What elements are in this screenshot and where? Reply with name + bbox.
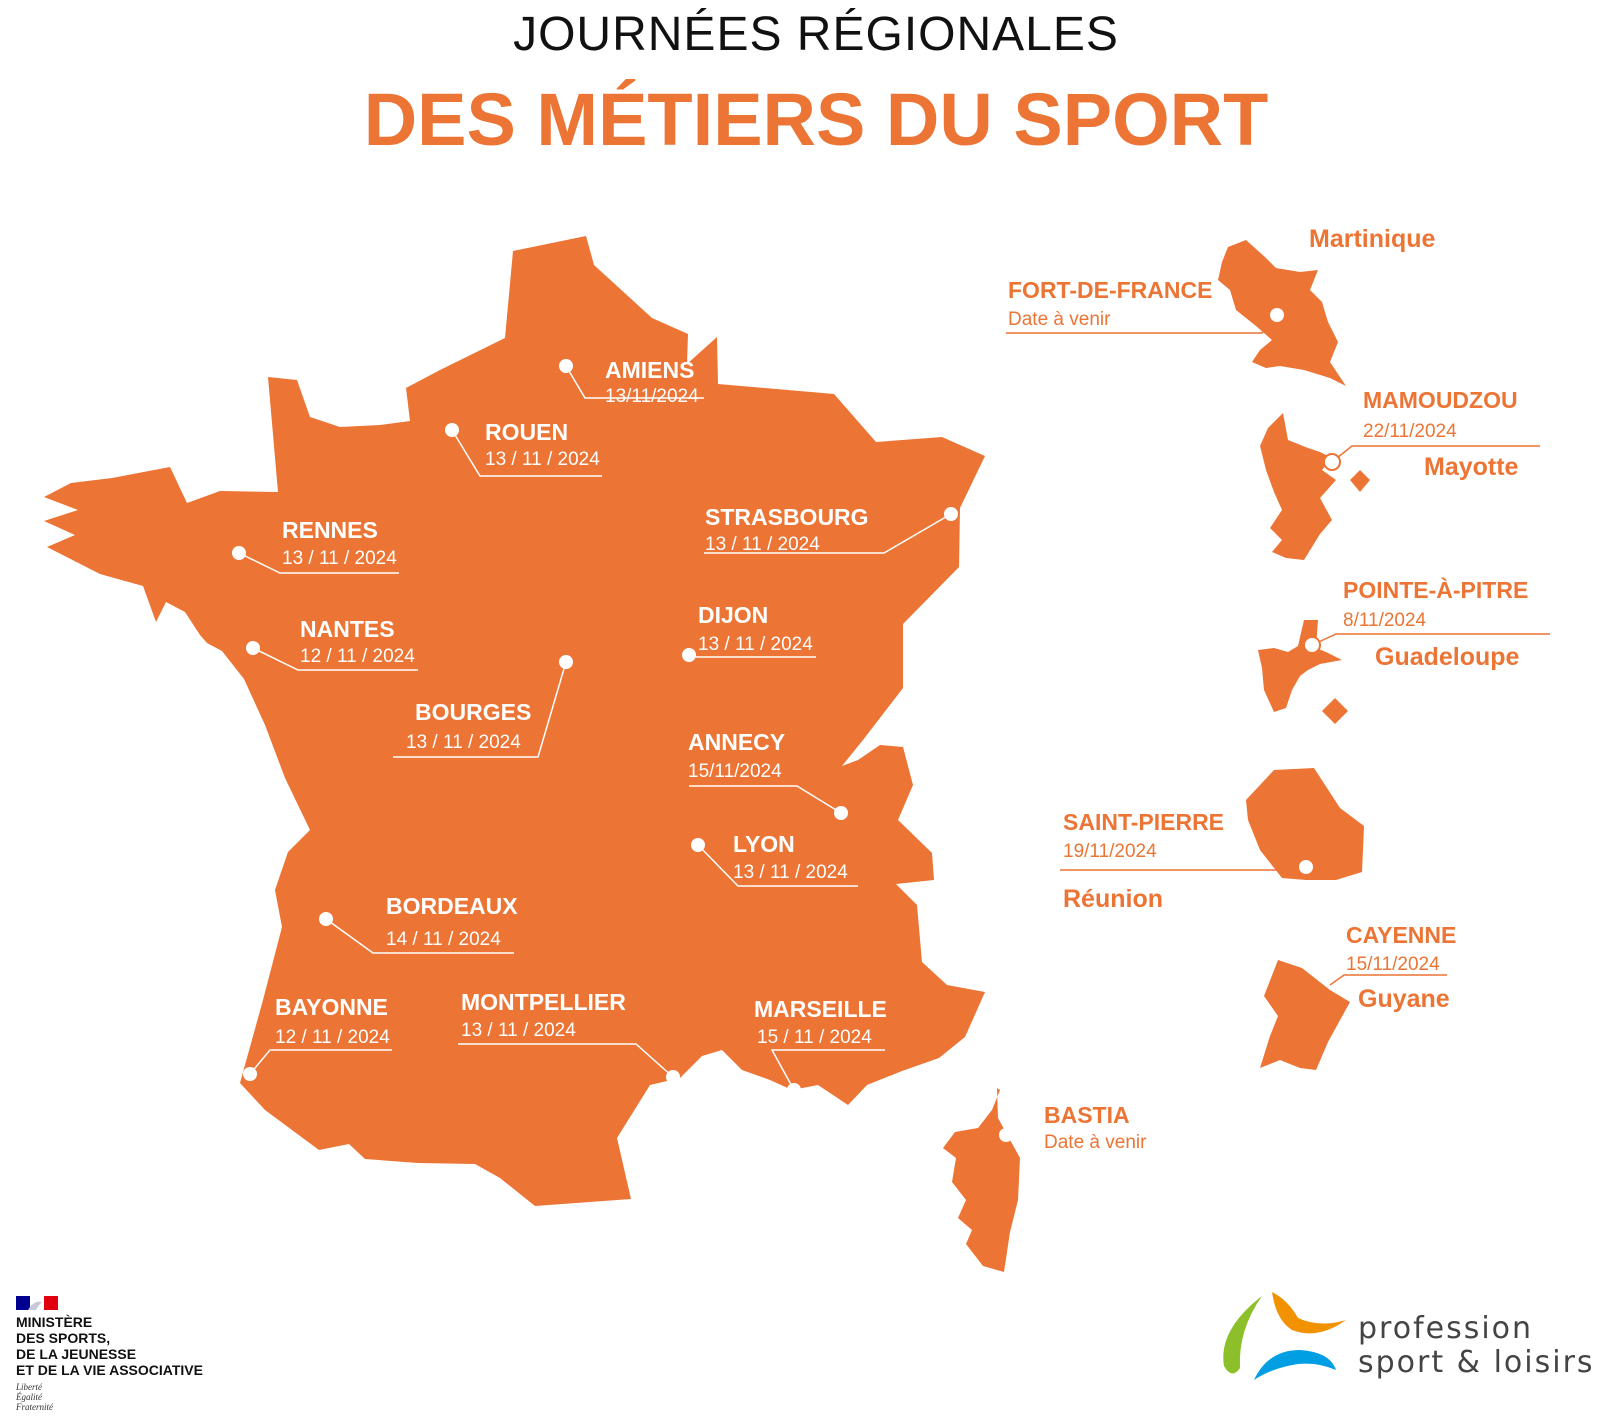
ministry-line-1: MINISTÈRE <box>16 1314 92 1330</box>
title-line1: JOURNÉES RÉGIONALES <box>513 8 1119 61</box>
date-saint-pierre: 19/11/2024 <box>1063 841 1157 862</box>
date-bourges: 13 / 11 / 2024 <box>406 732 521 753</box>
city-saint-pierre: SAINT-PIERRE <box>1063 809 1224 835</box>
date-fort-de-france: Date à venir <box>1008 309 1111 330</box>
city-fort-de-france: FORT-DE-FRANCE <box>1008 277 1212 303</box>
city-lyon: LYON <box>733 831 795 857</box>
ministry-line-2: DES SPORTS, <box>16 1330 110 1346</box>
motto-egalite: Égalité <box>15 1392 43 1402</box>
city-strasbourg: STRASBOURG <box>705 504 869 530</box>
date-bordeaux: 14 / 11 / 2024 <box>386 929 501 950</box>
date-cayenne: 15/11/2024 <box>1346 954 1440 975</box>
date-bastia: Date à venir <box>1044 1132 1147 1153</box>
french-flag-icon <box>16 1296 58 1310</box>
territory-reunion: Réunion <box>1063 885 1163 913</box>
date-rennes: 13 / 11 / 2024 <box>282 548 397 569</box>
territory-mayotte: Mayotte <box>1424 453 1519 481</box>
corsica-shape <box>943 1088 1020 1272</box>
ministry-line-3: DE LA JEUNESSE <box>16 1346 136 1362</box>
mayotte-islet-shape <box>1350 470 1370 492</box>
overseas-markers <box>1006 306 1550 986</box>
date-nantes: 12 / 11 / 2024 <box>300 646 415 667</box>
city-cayenne: CAYENNE <box>1346 922 1456 948</box>
guadeloupe-islet-shape <box>1322 698 1348 724</box>
city-rouen: ROUEN <box>485 419 568 445</box>
city-marseille: MARSEILLE <box>754 996 887 1022</box>
reunion-shape <box>1246 768 1364 880</box>
date-lyon: 13 / 11 / 2024 <box>733 862 848 883</box>
ministry-logo: MINISTÈRE DES SPORTS, DE LA JEUNESSE ET … <box>15 1296 203 1412</box>
city-mamoudzou: MAMOUDZOU <box>1363 387 1518 413</box>
city-amiens: AMIENS <box>605 357 694 383</box>
date-dijon: 13 / 11 / 2024 <box>698 634 813 655</box>
partner-logo: profession sport & loisirs <box>1223 1292 1595 1380</box>
partner-name-line1: profession <box>1358 1311 1533 1346</box>
guadeloupe-shape <box>1258 620 1342 712</box>
date-strasbourg: 13 / 11 / 2024 <box>705 534 820 555</box>
city-dijon: DIJON <box>698 602 768 628</box>
title-line2: DES MÉTIERS DU SPORT <box>364 78 1269 161</box>
swoosh-logo-icon <box>1223 1292 1346 1380</box>
ministry-line-4: ET DE LA VIE ASSOCIATIVE <box>16 1362 203 1378</box>
date-montpellier: 13 / 11 / 2024 <box>461 1020 576 1041</box>
date-bayonne: 12 / 11 / 2024 <box>275 1027 390 1048</box>
date-amiens: 13/11/2024 <box>605 386 699 407</box>
city-nantes: NANTES <box>300 616 395 642</box>
mayotte-shape <box>1260 413 1336 560</box>
city-annecy: ANNECY <box>688 729 785 755</box>
territory-guadeloupe: Guadeloupe <box>1375 643 1520 671</box>
territory-martinique: Martinique <box>1309 225 1435 253</box>
city-montpellier: MONTPELLIER <box>461 989 626 1015</box>
guyane-shape <box>1260 960 1350 1070</box>
territory-guyane: Guyane <box>1358 985 1450 1013</box>
date-pointe-a-pitre: 8/11/2024 <box>1343 610 1427 631</box>
city-bayonne: BAYONNE <box>275 994 388 1020</box>
date-mamoudzou: 22/11/2024 <box>1363 421 1457 442</box>
mainland-france-shape <box>44 236 985 1206</box>
date-annecy: 15/11/2024 <box>688 761 782 782</box>
city-rennes: RENNES <box>282 517 378 543</box>
city-bourges: BOURGES <box>415 699 531 725</box>
city-bastia: BASTIA <box>1044 1102 1130 1128</box>
motto-fraternite: Fraternité <box>15 1402 54 1412</box>
motto-liberte: Liberté <box>15 1382 43 1392</box>
partner-name-line2: sport & loisirs <box>1358 1345 1595 1380</box>
date-rouen: 13 / 11 / 2024 <box>485 449 600 470</box>
city-bordeaux: BORDEAUX <box>386 893 518 919</box>
mainland-markers <box>232 359 1135 1156</box>
city-pointe-a-pitre: POINTE-À-PITRE <box>1343 576 1528 603</box>
date-marseille: 15 / 11 / 2024 <box>757 1027 872 1048</box>
